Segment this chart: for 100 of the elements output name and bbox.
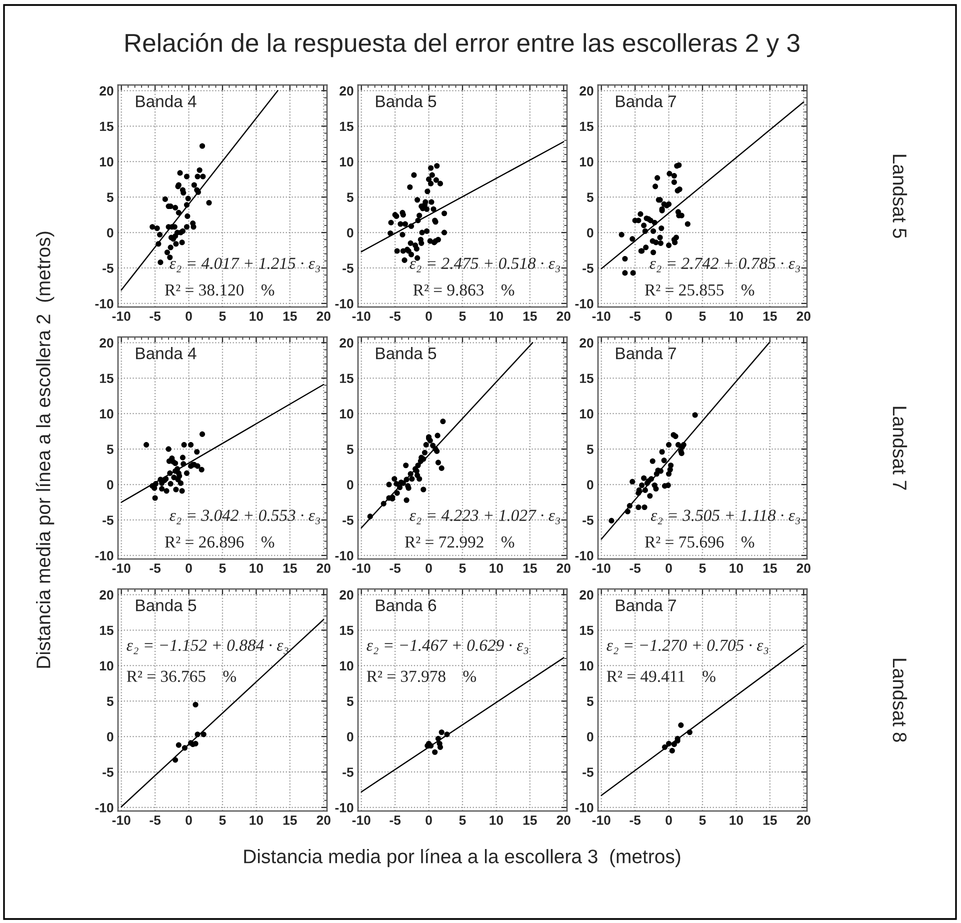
annotation: ε₂ = 2.475 + 0.518 · ε₃ [410,258,560,272]
x-tick-label: 10 [730,816,744,825]
point [178,480,184,486]
point [666,442,672,448]
x-tick-label: 20 [316,312,330,321]
annotation: R² = 72.992 % [405,536,514,548]
y-tick-label: 5 [586,444,594,454]
y-tick-label: -10 [95,551,114,560]
x-tick-label: 5 [219,816,226,825]
point [394,248,400,254]
point [428,165,434,171]
point [438,465,444,471]
y-tick-label: 10 [580,661,594,671]
point [657,234,663,240]
point [199,431,206,437]
point [434,163,440,169]
x-tick-label: 15 [763,816,777,825]
point [179,488,185,494]
chart-title: Banda 7 [616,598,676,612]
y-tick-label: 5 [106,444,114,454]
y-tick-label: 10 [340,157,354,167]
point [200,174,206,180]
point [194,449,200,455]
x-tick-label: 10 [490,312,504,321]
annotation: ε₂ = 3.042 + 0.553 · ε₃ [170,510,320,524]
point [658,240,664,246]
point [437,180,444,186]
point [438,729,444,736]
point [411,172,417,178]
point [618,232,624,238]
x-tick-label: 0 [666,312,672,321]
point [424,188,430,194]
x-tick-label: 20 [796,564,810,573]
y-tick-label: 20 [340,590,354,600]
y-tick-label: -5 [102,516,114,525]
x-tick-label: 15 [283,816,297,825]
x-tick-label: 15 [763,312,777,321]
point [423,442,429,448]
y-tick-label: 15 [100,626,114,636]
point [608,518,614,524]
point [180,190,186,196]
y-tick-label: 20 [100,338,114,348]
chart-title: Banda 5 [136,598,196,612]
y-tick-label: 20 [580,86,594,96]
x-tick-label: 5 [699,816,706,825]
point [407,184,413,190]
annotation: R² = 36.765 % [126,670,236,682]
point [167,254,173,260]
point [200,732,206,738]
point [639,482,645,488]
y-tick-label: -5 [582,264,594,273]
annotation: R² = 9.863 % [413,284,514,296]
point [191,182,197,188]
text: Relación de la respuesta del error entre las escolleras 2 y 3 [126,32,800,58]
x-tick-label: 15 [283,564,297,573]
point [661,458,667,464]
y-tick-label: 15 [100,122,114,132]
point [404,497,410,503]
point [428,199,434,205]
point [185,196,191,202]
y-tick-label: 0 [587,228,594,238]
point [622,270,628,276]
point [432,749,438,755]
y-tick-label: 10 [580,157,594,167]
point [643,244,649,250]
point [408,252,414,258]
x-tick-label: 0 [426,816,432,825]
x-tick-label: 10 [730,564,744,573]
point [194,463,200,469]
y-tick-label: -5 [582,516,594,525]
point [422,450,428,456]
x-tick-label: 15 [763,564,777,573]
x-tick-label: 5 [219,312,226,321]
y-tick-label: 0 [107,480,114,490]
point [184,174,190,180]
point [166,446,172,452]
y-tick-label: 0 [347,480,354,490]
x-tick-label: -5 [150,564,161,573]
point [422,199,428,205]
point [630,478,636,484]
y-tick-label: 5 [586,696,594,706]
y-tick-label: -10 [575,803,594,812]
x-tick-label: 10 [730,312,744,321]
point [168,244,174,250]
y-tick-label: -5 [342,768,354,777]
point [400,232,406,238]
point [652,184,658,190]
point [442,210,448,216]
point [158,260,164,266]
annotation: ε₂ = 4.223 + 1.027 · ε₃ [410,510,560,524]
x-tick-label: -5 [150,312,161,321]
point [144,442,150,448]
x-tick-label: -5 [630,816,641,825]
annotation: ε₂ = 4.017 + 1.215 · ε₃ [170,258,320,272]
point [671,173,677,179]
x-tick-label: -5 [390,312,401,321]
point [678,450,684,456]
point [440,418,446,424]
y-tick-label: 10 [340,409,354,419]
point [175,476,181,482]
